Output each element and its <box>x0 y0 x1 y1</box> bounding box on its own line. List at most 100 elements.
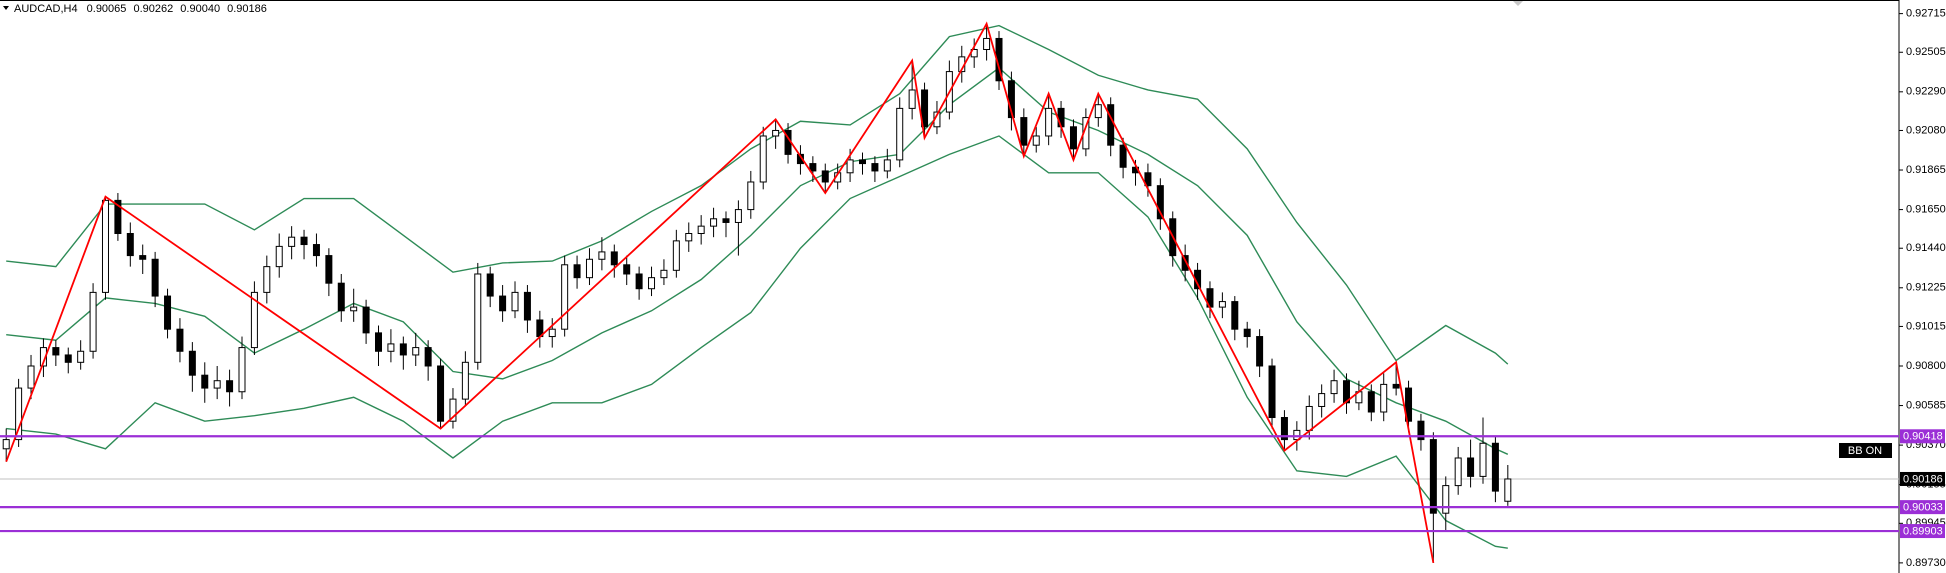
zigzag-line <box>5 21 1435 564</box>
y-tick-label: 0.91440 <box>1906 242 1946 254</box>
y-tick-label: 0.92505 <box>1906 46 1946 58</box>
candle-body <box>250 291 258 349</box>
candle-body <box>598 251 606 260</box>
candle-body <box>660 269 668 279</box>
candle-body <box>486 273 494 297</box>
candle-body <box>883 159 891 172</box>
y-tick-label: 0.90585 <box>1906 399 1946 411</box>
y-tick-label: 0.90800 <box>1906 360 1946 372</box>
candle-body <box>523 291 531 321</box>
close-label: 0.90186 <box>227 3 267 15</box>
candle-body <box>1231 301 1239 330</box>
candle-body <box>1156 185 1164 220</box>
candle-body <box>263 266 271 293</box>
candle-body <box>1479 442 1487 477</box>
candle-body <box>325 255 333 284</box>
candle-body <box>437 365 445 422</box>
candle-body <box>1032 135 1040 146</box>
candle-body <box>226 380 234 393</box>
candle-body <box>139 255 147 260</box>
level-tag <box>1900 429 1945 444</box>
candle-body <box>759 135 767 183</box>
y-tick-label: 0.91650 <box>1906 203 1946 215</box>
candle-body <box>64 354 72 363</box>
candle-body <box>387 343 395 352</box>
candle-body <box>375 332 383 352</box>
price-tag <box>1900 471 1945 486</box>
candle-body <box>89 291 97 352</box>
candle-body <box>573 264 581 279</box>
candle-body <box>1318 393 1326 407</box>
candle-body <box>1144 172 1152 187</box>
candle-body <box>362 306 370 334</box>
candle-body <box>151 258 159 297</box>
candle-body <box>809 163 817 172</box>
level-tag <box>1900 500 1945 515</box>
candle-body <box>1491 442 1499 492</box>
candle-body <box>114 199 122 235</box>
candle-body <box>1020 117 1028 146</box>
candle-body <box>1218 301 1226 308</box>
scroll-marker <box>1513 1 1523 6</box>
candle-body <box>399 343 407 356</box>
candle-body <box>796 153 804 165</box>
candle-body <box>1119 144 1127 168</box>
candle-body <box>1504 478 1512 502</box>
candle-body <box>734 209 742 223</box>
candle-body <box>300 236 308 246</box>
candle-body <box>697 225 705 235</box>
candle-body <box>635 273 643 290</box>
candle-body <box>610 251 618 266</box>
candle-body <box>871 163 879 172</box>
candle-body <box>648 277 656 290</box>
candle-body <box>1454 457 1462 487</box>
level-label: 0.90418 <box>1903 431 1943 443</box>
candle-body <box>238 347 246 393</box>
candle-body <box>350 306 358 312</box>
candle-body <box>747 181 755 211</box>
candle-body <box>623 264 631 275</box>
candle-body <box>499 295 507 312</box>
candle-body <box>1256 336 1264 367</box>
candle-body <box>585 258 593 279</box>
indicator-badge <box>1839 443 1892 458</box>
y-tick-label: 0.92290 <box>1906 86 1946 98</box>
candle-body <box>1057 107 1065 128</box>
candle-body <box>412 347 420 356</box>
band-middle <box>6 66 1509 455</box>
candle-body <box>77 350 85 363</box>
candle-body <box>164 295 172 330</box>
candle-body <box>710 218 718 227</box>
candle-body <box>176 328 184 352</box>
candle-body <box>424 347 432 367</box>
candle-body <box>288 236 296 247</box>
candle-body <box>101 199 109 293</box>
candle-body <box>312 244 320 257</box>
y-tick-label: 0.91865 <box>1906 164 1946 176</box>
level-tag <box>1900 524 1945 539</box>
candle-body <box>1467 457 1475 477</box>
open-label: 0.90065 <box>87 3 127 15</box>
symbol: AUDCAD,H4 <box>14 3 78 15</box>
candle-body <box>449 398 457 422</box>
candle-body <box>722 218 730 223</box>
candle-body <box>1330 380 1338 395</box>
price-label: 0.90186 <box>1903 473 1943 485</box>
candle-body <box>1181 255 1189 271</box>
candle-body <box>1094 104 1102 119</box>
candle-body <box>561 264 569 330</box>
y-tick-label: 0.92080 <box>1906 124 1946 136</box>
candle-body <box>983 37 991 50</box>
candle-body <box>126 233 134 257</box>
candle-body <box>1280 417 1288 441</box>
candle-body <box>1342 380 1350 404</box>
candle-body <box>921 89 929 128</box>
candle-body <box>1305 405 1313 431</box>
candle-body <box>548 328 556 338</box>
candle-body <box>275 245 283 268</box>
y-tick-label: 0.89730 <box>1906 557 1946 569</box>
